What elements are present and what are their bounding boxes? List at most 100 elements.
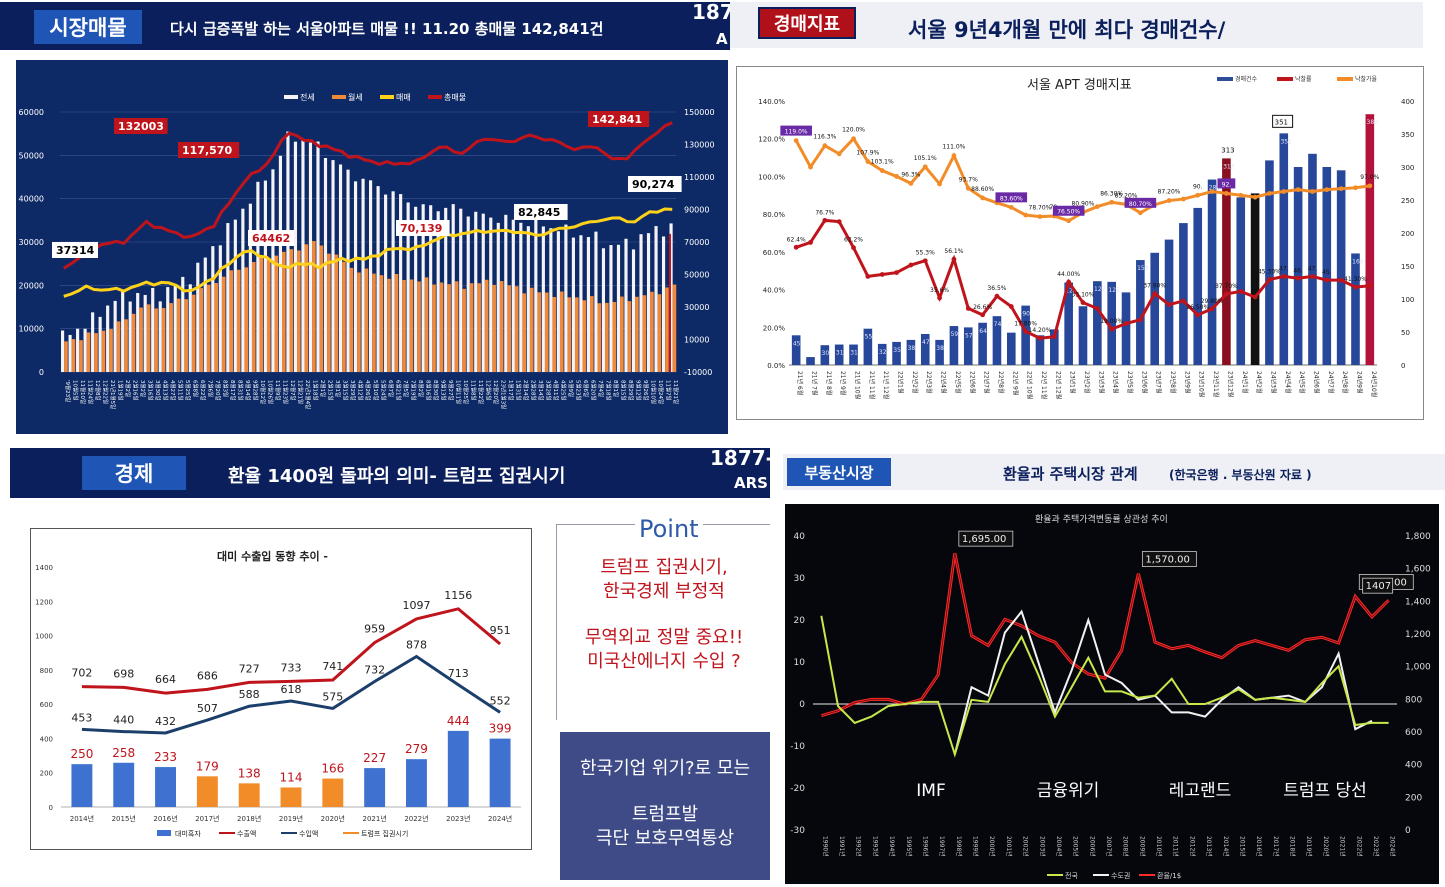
left-tick-label: 120.0%: [758, 136, 785, 144]
right-tick-label: 110000: [684, 173, 715, 182]
bar-value-label: 35: [893, 347, 901, 354]
sale-rate-line-point: [980, 312, 986, 318]
x-tick-label: 2009년: [1138, 836, 1146, 857]
jeonse-bar: [391, 191, 395, 372]
x-tick-label: 7월20일: [214, 380, 222, 401]
sale-rate-line-point: [994, 293, 1000, 299]
wolse-bar: [131, 313, 136, 372]
sale-rate-label: 62.2%: [844, 237, 863, 244]
headline-source: (한국은행 . 부동산원 자료 ): [1169, 468, 1312, 482]
jeonse-bar: [654, 226, 658, 372]
price-rate-line-point: [1094, 204, 1100, 210]
x-tick-label: 1월17일: [507, 380, 515, 401]
bar-value-label: 47: [922, 339, 930, 346]
x-tick-label: 2020년: [321, 814, 345, 823]
wolse-bar: [657, 294, 662, 372]
jeonse-bar: [639, 234, 643, 372]
bar-value-label: 64: [979, 328, 987, 335]
auction-count-bar: [849, 344, 858, 365]
surplus-label: 399: [489, 722, 512, 736]
auction-count-bar: [935, 339, 944, 365]
right-tick-label: 0: [1405, 826, 1411, 836]
wolse-bar: [514, 286, 519, 372]
x-tick-label: 22년8월: [997, 371, 1005, 394]
auction-count-bar: [1336, 170, 1346, 365]
left-tick-label: 60.0%: [763, 249, 786, 257]
event-label: 트럼프 당선: [1283, 781, 1367, 801]
wolse-bar: [642, 295, 647, 372]
price-rate-line-point: [1180, 196, 1186, 202]
x-tick-label: 2006년: [1088, 836, 1096, 857]
x-tick-label: 5월24일: [379, 380, 387, 401]
x-tick-label: 3월28일: [545, 380, 553, 401]
jeonse-bar: [196, 262, 200, 372]
annotation-label: 132003: [118, 120, 164, 133]
wolse-bar: [417, 281, 421, 372]
legend-label: 월세: [348, 92, 363, 102]
right-tick-label: 150: [1401, 263, 1414, 271]
wolse-bar: [214, 282, 219, 372]
price-rate-label: 120.0%: [842, 127, 865, 134]
x-tick-label: 11월22일: [477, 380, 485, 404]
x-tick-label: 2004년: [1055, 836, 1063, 857]
bar-value-label: 38: [936, 345, 944, 352]
x-tick-label: 21년 12월: [882, 371, 890, 399]
legend-label: 낙찰가율: [1355, 75, 1378, 83]
sale-rate-label: 33.10%: [1072, 292, 1095, 299]
wolse-bar: [161, 308, 166, 372]
x-tick-label: 2008년: [1122, 836, 1130, 857]
import-line-label: 507: [197, 702, 218, 715]
sale-rate-line-point: [1252, 294, 1258, 300]
annotation-box: [958, 530, 1014, 547]
x-tick-label: 10월11일: [454, 380, 462, 404]
left-tick-label: 40: [794, 532, 806, 542]
wolse-bar: [394, 274, 399, 372]
right-tick-label: 150000: [684, 108, 715, 117]
wolse-bar: [206, 284, 211, 372]
annotation-box: [248, 230, 294, 246]
sale-rate-line-point: [1066, 279, 1072, 285]
right-tick-label: 400: [1401, 98, 1414, 106]
import-line-label: 453: [71, 711, 92, 724]
x-tick-label: 7월5일: [402, 380, 410, 397]
right-tick-label: 1,800: [1405, 532, 1431, 542]
x-tick-label: 4월25일: [560, 380, 568, 401]
legend-label: 경매건수: [1235, 75, 1258, 83]
auction-chart: 서울 APT 경매지표 경매건수 낙찰률 낙찰가율 0.0% 20.0% 40.0% 60.0…: [736, 66, 1424, 420]
right-tick-label: 90000: [684, 206, 709, 215]
right-tick-label: 50000: [684, 271, 709, 280]
auction-count-bar: [1121, 292, 1131, 365]
price-rate-line-point: [1209, 189, 1215, 194]
x-tick-label: 23년1월: [1069, 371, 1077, 394]
price-rate-line-point: [1267, 191, 1272, 196]
wolse-bar: [529, 287, 534, 372]
wolse-bar: [387, 278, 391, 372]
import-line-label: 440: [113, 714, 134, 727]
annotation-box: [178, 142, 240, 158]
right-tick-label: 70000: [684, 238, 709, 247]
wolse-bar: [199, 288, 203, 372]
x-tick-label: 1월18일: [312, 380, 320, 401]
price-rate-line-point: [908, 181, 914, 186]
jeonse-bar: [534, 217, 538, 372]
bar-value-label: 31: [836, 350, 844, 357]
wolse-bar: [184, 299, 188, 372]
price-rate-line-point: [1166, 198, 1172, 203]
right-tick-label: 1,400: [1405, 597, 1431, 607]
x-tick-label: 3월16일: [146, 380, 154, 401]
right-tick-label: 800: [1405, 695, 1422, 705]
jeonse-bar: [293, 141, 298, 372]
x-tick-label: 2003년: [1038, 836, 1046, 857]
auction-count-bar: [906, 339, 916, 365]
x-tick-label: 21년 10월: [854, 371, 862, 399]
wolse-bar: [672, 284, 677, 372]
price-rate-label: 80.70%: [1129, 201, 1152, 208]
surplus-bar: [447, 730, 469, 807]
auction-count-bar: [1293, 167, 1303, 365]
import-line-label: 552: [490, 694, 511, 707]
auction-count-bar: [1322, 167, 1332, 365]
wolse-bar: [635, 296, 639, 372]
price-rate-label: 87.20%: [1158, 189, 1181, 196]
bar-value-label: 31: [850, 350, 858, 357]
surplus-bar: [113, 762, 135, 807]
